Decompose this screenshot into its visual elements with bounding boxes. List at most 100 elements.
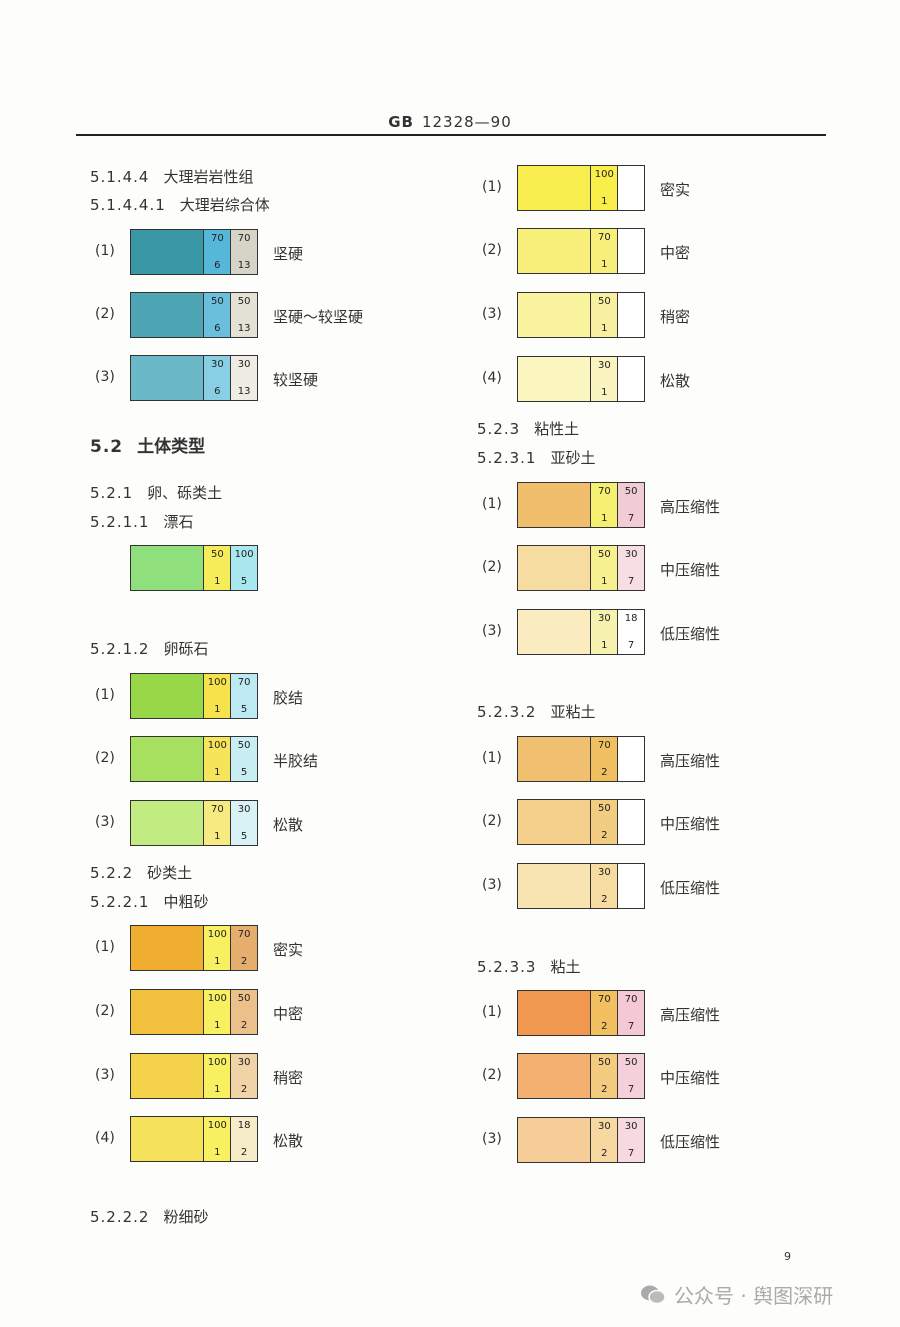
code-top: 50 [597, 1057, 611, 1068]
swatch-code-cell: 100 1 [204, 926, 232, 970]
swatch-code-cell: 70 2 [591, 737, 619, 781]
swatch-code-cell: 70 1 [591, 483, 619, 527]
swatch-color [131, 737, 205, 781]
legend-swatch: 100 1 50 5 [130, 736, 258, 782]
code-top: 70 [237, 677, 251, 688]
section-heading: 5.2.2.2 粉细砂 [90, 1206, 209, 1227]
item-label: 中密 [273, 1005, 304, 1023]
item-label: 高压缩性 [660, 752, 721, 770]
swatch-color [131, 1117, 205, 1161]
header-rule [76, 134, 826, 136]
item-index: (1) [482, 1004, 502, 1020]
section-number: 5.2.3 [477, 420, 521, 438]
swatch-code-cell: 30 5 [231, 801, 258, 845]
section-heading: 5.2.2 砂类土 [90, 862, 192, 883]
code-bottom: 1 [601, 323, 608, 334]
code-top: 70 [597, 232, 611, 243]
item-label: 中压缩性 [660, 1069, 721, 1087]
code-top: 100 [207, 740, 227, 751]
swatch-code-cell: 30 2 [591, 864, 619, 908]
item-index: (3) [95, 369, 115, 385]
section-heading: 5.2.1.1 漂石 [90, 511, 194, 532]
legend-swatch: 100 1 70 5 [130, 673, 258, 719]
swatch-code-cell: 50 1 [591, 546, 619, 590]
swatch-code-cell: 70 2 [231, 926, 258, 970]
wechat-icon [641, 1285, 666, 1304]
legend-swatch: 30 6 30 13 [130, 355, 258, 401]
swatch-code-cell [618, 357, 645, 401]
code-top: 100 [207, 1120, 227, 1131]
item-index: (3) [482, 306, 502, 322]
code-bottom: 1 [214, 576, 221, 587]
code-top: 100 [207, 993, 227, 1004]
section-number: 5.2.2.2 [90, 1208, 150, 1226]
page-header: GB 12328—90 [0, 113, 900, 131]
section-title: 亚砂土 [550, 449, 596, 467]
swatch-code-cell: 50 1 [591, 293, 619, 337]
code-bottom: 2 [240, 1084, 248, 1095]
item-index: (4) [95, 1130, 115, 1146]
legend-swatch: 100 1 50 2 [130, 989, 258, 1035]
code-top: 30 [597, 1121, 611, 1132]
swatch-code-cell: 100 1 [204, 1117, 232, 1161]
item-label: 中压缩性 [660, 561, 721, 579]
item-label: 密实 [660, 181, 691, 199]
swatch-code-cell: 100 1 [204, 737, 232, 781]
section-heading: 5.2 土体类型 [90, 432, 205, 457]
legend-swatch: 50 1 30 7 [517, 545, 645, 591]
item-label: 坚硬 [273, 245, 304, 263]
code-bottom: 7 [627, 1084, 635, 1095]
section-title: 粘性土 [534, 420, 580, 438]
swatch-code-cell: 70 1 [591, 229, 619, 273]
section-heading: 5.2.2.1 中粗砂 [90, 891, 209, 912]
code-bottom: 1 [214, 956, 221, 967]
section-title: 卵、砾类土 [147, 484, 223, 502]
code-top: 50 [210, 296, 224, 307]
item-label: 中密 [660, 244, 691, 262]
swatch-code-cell [618, 293, 645, 337]
section-title: 大理岩岩性组 [163, 168, 254, 186]
section-number: 5.2.3.2 [477, 703, 537, 721]
swatch-code-cell [618, 864, 645, 908]
swatch-color [131, 230, 205, 274]
code-bottom: 6 [214, 323, 221, 334]
section-number: 5.1.4.4.1 [90, 196, 166, 214]
legend-swatch: 70 1 30 5 [130, 800, 258, 846]
item-index: (3) [95, 814, 115, 830]
code-bottom: 7 [627, 1021, 635, 1032]
code-bottom: 5 [240, 704, 248, 715]
section-title: 砂类土 [147, 864, 193, 882]
swatch-code-cell: 50 1 [204, 546, 232, 590]
swatch-code-cell: 70 5 [231, 674, 258, 718]
code-bottom: 1 [214, 704, 221, 715]
item-index: (1) [482, 496, 502, 512]
legend-swatch: 100 1 18 2 [130, 1116, 258, 1162]
code-top: 30 [624, 549, 638, 560]
swatch-code-cell: 30 13 [231, 356, 258, 400]
swatch-code-cell: 30 7 [618, 1118, 645, 1162]
legend-swatch: 50 2 [517, 799, 645, 845]
item-index: (2) [482, 1067, 502, 1083]
swatch-color [518, 166, 592, 210]
code-bottom: 13 [237, 260, 251, 271]
section-title: 粘土 [550, 958, 581, 976]
code-bottom: 1 [214, 1084, 221, 1095]
item-label: 密实 [273, 941, 304, 959]
code-top: 70 [597, 486, 611, 497]
swatch-code-cell: 30 2 [231, 1054, 258, 1098]
item-index: (2) [95, 750, 115, 766]
section-title: 亚粘土 [550, 703, 596, 721]
code-top: 30 [237, 1057, 251, 1068]
code-bottom: 6 [214, 386, 221, 397]
legend-swatch: 50 2 50 7 [517, 1053, 645, 1099]
code-top: 30 [597, 360, 611, 371]
swatch-color [518, 737, 592, 781]
item-index: (1) [95, 939, 115, 955]
item-label: 松散 [660, 372, 691, 390]
swatch-color [131, 990, 205, 1034]
code-top: 70 [597, 740, 611, 751]
section-title: 大理岩综合体 [179, 196, 270, 214]
code-top: 50 [597, 296, 611, 307]
code-bottom: 2 [601, 894, 608, 905]
code-top: 50 [210, 549, 224, 560]
